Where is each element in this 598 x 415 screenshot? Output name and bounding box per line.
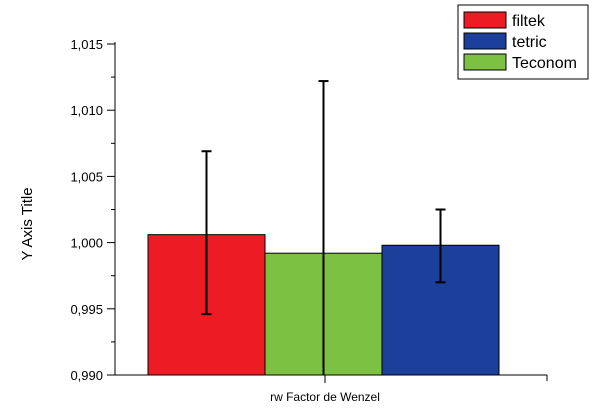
y-tick-label: 1,005 — [70, 169, 103, 184]
error-bars-layer — [201, 80, 446, 375]
legend: filtek tetric Teconom — [457, 4, 589, 80]
y-axis-title: Y Axis Title — [19, 187, 36, 260]
legend-label-filtek: filtek — [512, 13, 546, 30]
y-tick-label: 1,000 — [70, 236, 103, 251]
y-tick-labels: 0,990 0,995 1,000 1,005 1,010 1,015 — [70, 37, 103, 383]
legend-swatch-filtek — [463, 11, 507, 29]
legend-swatch-teconom — [463, 53, 507, 71]
x-axis-title: rw Factor de Wenzel — [270, 390, 380, 404]
axes-layer — [107, 42, 548, 383]
legend-swatch-tetric — [463, 32, 507, 50]
y-tick-label: 1,010 — [70, 103, 103, 118]
y-tick-label: 1,015 — [70, 37, 103, 52]
y-tick-label: 0,990 — [70, 368, 103, 383]
y-tick-label: 0,995 — [70, 302, 103, 317]
legend-label-teconom: Teconom — [512, 55, 577, 72]
legend-label-tetric: tetric — [512, 34, 547, 51]
